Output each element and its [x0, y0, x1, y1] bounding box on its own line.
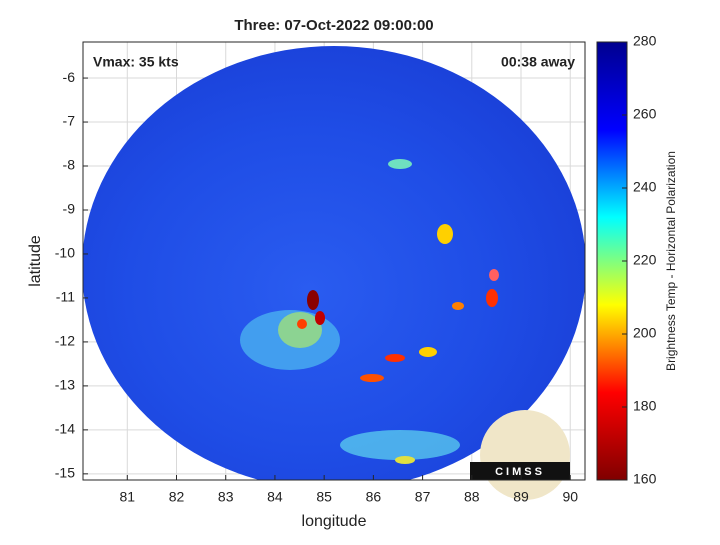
colorbar-tick-label: 280 [633, 33, 657, 49]
colorbar-tick-label: 220 [633, 252, 657, 268]
x-tick-label: 86 [366, 489, 382, 505]
x-tick-label: 89 [513, 489, 529, 505]
feature [315, 311, 325, 325]
plot-frame [82, 41, 586, 481]
logo: CIMSS [470, 410, 570, 500]
x-axis-label: longitude [302, 513, 367, 530]
y-tick-label: -10 [55, 245, 75, 261]
y-tick-label: -12 [55, 333, 75, 349]
colorbar-label: Brightness Temp - Horizontal Polarizatio… [664, 151, 678, 371]
y-tick-label: -11 [56, 289, 75, 305]
logo-band [470, 462, 570, 480]
feature [486, 289, 498, 307]
x-tick-label: 85 [316, 489, 332, 505]
feature [419, 347, 437, 357]
feature [452, 302, 464, 310]
feature [278, 312, 322, 348]
feature [385, 354, 405, 362]
x-tick-label: 87 [415, 489, 431, 505]
colorbar-tick-label: 160 [633, 471, 657, 487]
y-tick-label: -9 [63, 201, 76, 217]
y-axis-label: latitude [27, 235, 44, 287]
colorbar-tick-label: 200 [633, 325, 657, 341]
feature [489, 269, 499, 281]
y-tick-label: -13 [55, 377, 75, 393]
logo-disc [480, 410, 570, 500]
feature [360, 374, 384, 382]
feature [437, 224, 453, 244]
x-tick-label: 84 [267, 489, 283, 505]
y-tick-label: -15 [55, 465, 75, 481]
x-tick-label: 90 [562, 489, 578, 505]
swath [83, 46, 585, 480]
y-tick-label: -6 [63, 69, 76, 85]
annotation: Vmax: 35 kts [93, 54, 179, 70]
x-tick-label: 88 [464, 489, 480, 505]
colorbar-tick-label: 240 [633, 179, 657, 195]
swath-image [83, 46, 585, 480]
x-tick-label: 81 [120, 489, 136, 505]
y-tick-label: -8 [63, 157, 76, 173]
y-tick-label: -14 [55, 421, 75, 437]
x-tick-label: 82 [169, 489, 185, 505]
colorbar-tick-label: 260 [633, 106, 657, 122]
feature [395, 456, 415, 464]
feature [340, 430, 460, 460]
logo-text: CIMSS [495, 466, 545, 478]
annotation: 00:38 away [501, 54, 575, 70]
y-tick-label: -7 [63, 113, 76, 129]
colorbar-tick-label: 180 [633, 398, 657, 414]
feature [307, 290, 319, 310]
x-tick-label: 83 [218, 489, 234, 505]
chart-title: Three: 07-Oct-2022 09:00:00 [234, 17, 433, 34]
feature [388, 159, 412, 169]
feature [297, 319, 307, 329]
